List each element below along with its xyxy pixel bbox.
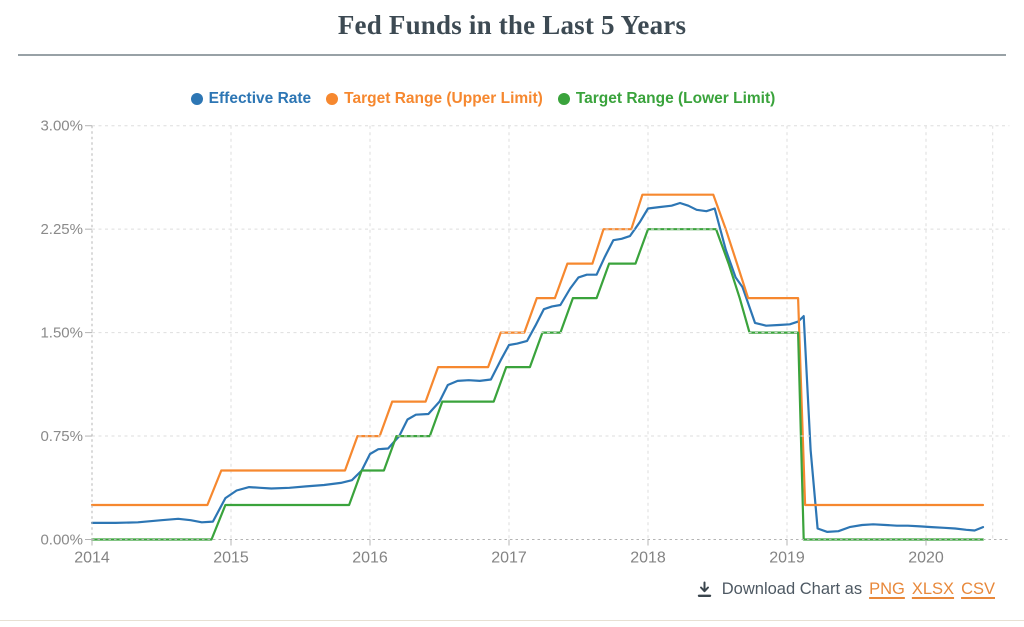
download-png-link[interactable]: PNG: [869, 580, 905, 598]
series-line-1: [90, 193, 985, 507]
legend-item-2[interactable]: Target Range (Lower Limit): [557, 90, 776, 108]
x-tick-label: 2019: [769, 550, 805, 567]
download-csv-link[interactable]: CSV: [961, 580, 995, 598]
legend-item-1[interactable]: Target Range (Upper Limit): [326, 90, 543, 108]
series-line-2: [90, 228, 985, 541]
x-tick-label: 2014: [74, 550, 110, 567]
x-tick-label: 2020: [908, 550, 944, 567]
y-tick-label: 2.25%: [40, 221, 83, 238]
series-line-0: [90, 201, 985, 534]
y-tick-label: 3.00%: [40, 118, 83, 135]
title-divider: [18, 54, 1006, 56]
x-tick-label: 2016: [352, 550, 388, 567]
legend-label: Target Range (Upper Limit): [344, 90, 543, 107]
page-title: Fed Funds in the Last 5 Years: [337, 10, 687, 40]
x-tick-label: 2018: [630, 550, 666, 567]
x-tick-label: 2017: [491, 550, 527, 567]
legend-label: Effective Rate: [208, 90, 312, 107]
download-xlsx-link[interactable]: XLSX: [911, 580, 955, 598]
legend-dot-icon: [557, 93, 570, 105]
y-tick-label: 0.75%: [40, 428, 83, 445]
chart-legend: Effective Rate Target Range (Upper Limit)…: [0, 90, 1024, 108]
fed-funds-chart-plot: 0.00% 0.75% 1.50% 2.25% 3.00% 2014 2015 2016 201…: [40, 118, 1010, 567]
x-tick-label: 2015: [213, 550, 249, 567]
download-icon: [696, 581, 713, 598]
legend-dot-icon: [326, 93, 339, 105]
bottom-divider: [0, 620, 1024, 621]
y-tick-label: 0.00%: [40, 532, 83, 549]
legend-label: Target Range (Lower Limit): [575, 90, 776, 107]
legend-dot-icon: [190, 93, 203, 105]
y-tick-label: 1.50%: [40, 325, 83, 342]
legend-item-0[interactable]: Effective Rate: [190, 90, 312, 108]
download-row: Download Chart as PNG XLSX CSV: [696, 580, 995, 599]
download-label: Download Chart as: [721, 580, 863, 598]
